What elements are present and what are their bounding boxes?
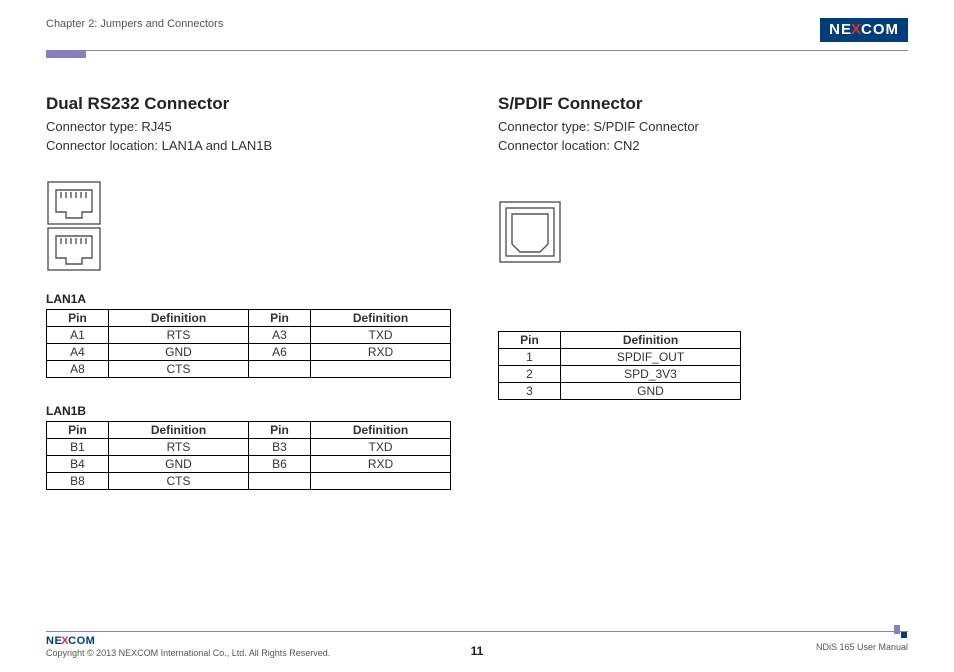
cell: A4 [47, 343, 109, 360]
spacer [498, 312, 908, 331]
spdif-diagram [498, 200, 908, 296]
header-tab-accent [46, 50, 86, 58]
cell: 1 [499, 348, 561, 365]
table-row: 3GND [499, 382, 741, 399]
th-def: Definition [311, 421, 451, 438]
cell: B8 [47, 472, 109, 489]
cell: GND [109, 455, 249, 472]
th-pin: Pin [47, 421, 109, 438]
cell: CTS [109, 360, 249, 377]
right-title: S/PDIF Connector [498, 94, 908, 114]
th-pin: Pin [47, 309, 109, 326]
table-header-row: Pin Definition Pin Definition [47, 309, 451, 326]
lan1b-label: LAN1B [46, 404, 456, 418]
lan1a-table: Pin Definition Pin Definition A1RTSA3TXD… [46, 309, 451, 378]
page-number: 11 [46, 644, 908, 658]
right-connector-location: Connector location: CN2 [498, 137, 908, 156]
rj45-icon [46, 180, 106, 272]
table-row: 2SPD_3V3 [499, 365, 741, 382]
table-row: B1RTSB3TXD [47, 438, 451, 455]
th-def: Definition [311, 309, 451, 326]
th-pin: Pin [249, 309, 311, 326]
cell: A6 [249, 343, 311, 360]
cell: GND [561, 382, 741, 399]
chapter-label: Chapter 2: Jumpers and Connectors [46, 18, 223, 30]
cell: 2 [499, 365, 561, 382]
cell [249, 472, 311, 489]
header-divider [46, 50, 908, 51]
table-row: A4GNDA6RXD [47, 343, 451, 360]
cell: B3 [249, 438, 311, 455]
logo-text-pre: NE [829, 21, 852, 38]
table-row: B4GNDB6RXD [47, 455, 451, 472]
footer-divider [46, 631, 908, 632]
cell: A1 [47, 326, 109, 343]
cell: SPDIF_OUT [561, 348, 741, 365]
cell: GND [109, 343, 249, 360]
spdif-icon [498, 200, 564, 266]
cell [249, 360, 311, 377]
footer-corner-icon [894, 625, 908, 639]
logo-text-post: COM [861, 21, 899, 38]
table-header-row: Pin Definition [499, 331, 741, 348]
th-pin: Pin [499, 331, 561, 348]
cell: 3 [499, 382, 561, 399]
lan1b-table: Pin Definition Pin Definition B1RTSB3TXD… [46, 421, 451, 490]
left-connector-type: Connector type: RJ45 [46, 118, 456, 137]
page-header: Chapter 2: Jumpers and Connectors NEXCOM [46, 18, 908, 48]
rj45-diagram [46, 180, 456, 276]
th-def: Definition [109, 309, 249, 326]
table-row: A1RTSA3TXD [47, 326, 451, 343]
th-pin: Pin [249, 421, 311, 438]
table-header-row: Pin Definition Pin Definition [47, 421, 451, 438]
th-def: Definition [109, 421, 249, 438]
table-row: A8CTS [47, 360, 451, 377]
table-row: B8CTS [47, 472, 451, 489]
cell [311, 472, 451, 489]
right-column: S/PDIF Connector Connector type: S/PDIF … [498, 94, 908, 490]
left-column: Dual RS232 Connector Connector type: RJ4… [46, 94, 456, 490]
cell: RXD [311, 455, 451, 472]
page-content: Dual RS232 Connector Connector type: RJ4… [46, 94, 908, 490]
page-footer: NEXCOM Copyright © 2013 NEXCOM Internati… [46, 631, 908, 658]
th-def: Definition [561, 331, 741, 348]
cell [311, 360, 451, 377]
cell: A3 [249, 326, 311, 343]
table-row: 1SPDIF_OUT [499, 348, 741, 365]
cell: TXD [311, 438, 451, 455]
brand-logo: NEXCOM [820, 18, 908, 42]
spdif-table: Pin Definition 1SPDIF_OUT 2SPD_3V3 3GND [498, 331, 741, 400]
cell: CTS [109, 472, 249, 489]
cell: B4 [47, 455, 109, 472]
left-title: Dual RS232 Connector [46, 94, 456, 114]
left-connector-location: Connector location: LAN1A and LAN1B [46, 137, 456, 156]
cell: B1 [47, 438, 109, 455]
right-connector-type: Connector type: S/PDIF Connector [498, 118, 908, 137]
cell: B6 [249, 455, 311, 472]
cell: SPD_3V3 [561, 365, 741, 382]
cell: RTS [109, 438, 249, 455]
cell: RTS [109, 326, 249, 343]
cell: TXD [311, 326, 451, 343]
cell: RXD [311, 343, 451, 360]
cell: A8 [47, 360, 109, 377]
lan1a-label: LAN1A [46, 292, 456, 306]
